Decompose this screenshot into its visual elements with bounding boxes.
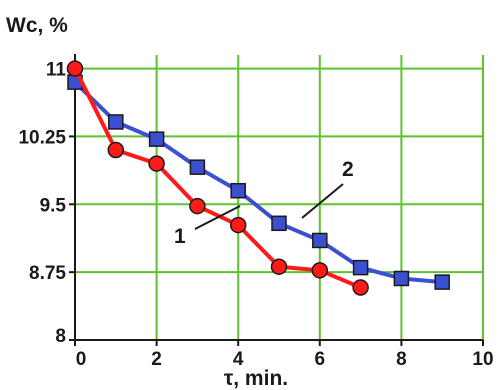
series-2-point	[189, 159, 206, 175]
curve-1-label: 1	[174, 225, 186, 248]
curve-1-leader-line	[194, 205, 241, 230]
curve-2-label: 2	[342, 158, 354, 181]
series-1-point	[270, 258, 288, 275]
series-2-point	[434, 274, 450, 290]
series-1-point	[189, 197, 206, 215]
x-tick-label: 4	[233, 349, 244, 370]
y-tick-label: 11	[46, 60, 67, 81]
series-1-point	[229, 216, 247, 234]
series-2-line	[73, 80, 443, 285]
series-2	[67, 74, 450, 290]
series-2-point	[393, 270, 410, 287]
series-layer	[66, 60, 450, 296]
labels: 0 2 4 6 8 10 8 8.75 9.5 10.25 11	[18, 60, 493, 370]
x-axis-title: τ, min.	[224, 367, 288, 390]
y-tick-label: 8	[55, 326, 66, 347]
series-1-point	[107, 141, 125, 159]
x-tick-label: 6	[315, 349, 326, 370]
x-tick-label: 0	[76, 349, 87, 370]
series-2-point	[271, 215, 287, 232]
series-1-point	[352, 279, 369, 296]
x-tick-label: 8	[396, 349, 407, 370]
y-tick-label: 10.25	[18, 127, 66, 148]
y-axis-title: Wc, %	[6, 14, 68, 37]
y-tick-label: 8.75	[29, 263, 66, 284]
axes	[69, 54, 484, 346]
series-2-point	[312, 232, 328, 249]
grid	[75, 55, 484, 340]
series-1-point	[66, 60, 84, 77]
x-tick-label: 2	[151, 349, 162, 370]
series-1	[66, 60, 369, 296]
curve-2-leader-line	[301, 183, 344, 219]
x-tick-label: 10	[472, 349, 493, 370]
series-1-point	[311, 262, 329, 279]
series-2-point	[230, 182, 246, 199]
series-2-point	[148, 131, 165, 147]
series-2-point	[108, 114, 124, 130]
series-2-point	[352, 259, 369, 276]
series-1-point	[148, 155, 165, 172]
y-tick-label: 9.5	[40, 195, 67, 216]
